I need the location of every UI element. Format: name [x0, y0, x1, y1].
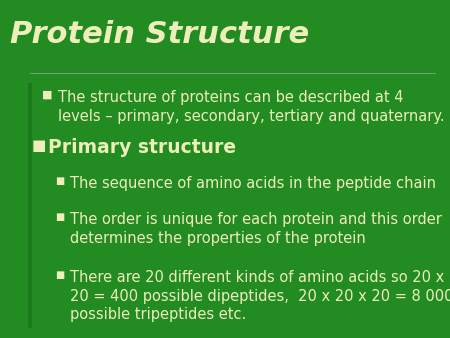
- Bar: [28, 83, 32, 328]
- Text: The structure of proteins can be described at 4
levels – primary, secondary, ter: The structure of proteins can be describ…: [58, 90, 445, 124]
- Text: ■: ■: [55, 176, 64, 186]
- Text: Protein Structure: Protein Structure: [10, 20, 309, 49]
- Text: There are 20 different kinds of amino acids so 20 x
20 = 400 possible dipeptides: There are 20 different kinds of amino ac…: [70, 270, 450, 322]
- Text: The order is unique for each protein and this order
determines the properties of: The order is unique for each protein and…: [70, 212, 442, 246]
- Text: Primary structure: Primary structure: [48, 138, 236, 157]
- Text: ■: ■: [55, 270, 64, 280]
- Text: ■: ■: [42, 90, 53, 100]
- Text: The sequence of amino acids in the peptide chain: The sequence of amino acids in the pepti…: [70, 176, 436, 191]
- Text: ■: ■: [55, 212, 64, 222]
- Text: ■: ■: [32, 138, 46, 153]
